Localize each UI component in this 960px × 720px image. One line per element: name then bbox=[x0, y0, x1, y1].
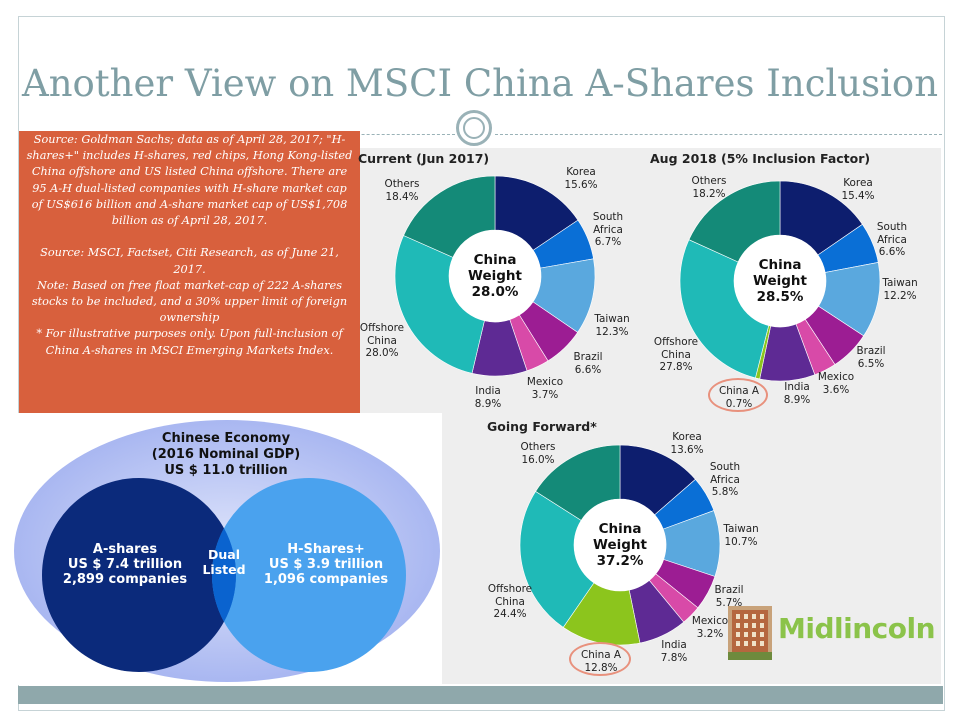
label-aug-india: India 8.9% bbox=[783, 381, 811, 406]
venn-title-3: US $ 11.0 trillion bbox=[164, 463, 287, 478]
note-spacer bbox=[25, 229, 354, 245]
logo-text: Midlincoln bbox=[778, 612, 936, 645]
h-shares-line-3: 1,096 companies bbox=[264, 572, 388, 587]
chart-title-current: Current (Jun 2017) bbox=[358, 151, 490, 166]
label-aug-south-africa: South Africa 6.6% bbox=[876, 221, 908, 258]
label-current-taiwan: Taiwan 12.3% bbox=[594, 313, 630, 338]
label-fwd-others: Others 16.0% bbox=[520, 441, 556, 466]
label-aug-brazil: Brazil 6.5% bbox=[856, 345, 886, 370]
title-rule-right bbox=[495, 134, 942, 135]
slice-others bbox=[403, 175, 496, 258]
venn-diagram: Chinese Economy (2016 Nominal GDP) US $ … bbox=[12, 413, 442, 685]
a-shares-circle bbox=[42, 478, 236, 672]
label-current-korea: Korea 15.6% bbox=[564, 166, 598, 191]
center-label-0: China bbox=[474, 252, 517, 268]
slice-offshore-china bbox=[679, 239, 770, 379]
slide-title: Another View on MSCI China A-Shares Incl… bbox=[21, 62, 939, 105]
center-label-0: China bbox=[599, 521, 642, 537]
donut-hole bbox=[574, 499, 666, 591]
a-shares-line-3: 2,899 companies bbox=[63, 572, 187, 587]
midlincoln-logo: Midlincoln bbox=[728, 606, 942, 660]
label-fwd-korea: Korea 13.6% bbox=[670, 431, 704, 456]
venn-title-1: Chinese Economy bbox=[162, 431, 291, 446]
note-goldman: Source: Goldman Sachs; data as of April … bbox=[26, 133, 353, 228]
label-aug-taiwan: Taiwan 12.2% bbox=[882, 277, 918, 302]
label-aug-mexico: Mexico 3.6% bbox=[817, 371, 855, 396]
label-aug-others: Others 18.2% bbox=[691, 175, 727, 200]
label-current-offshore: Offshore China 28.0% bbox=[359, 322, 405, 359]
h-shares-line-2: US $ 3.9 trillion bbox=[269, 557, 383, 572]
china-a-highlight-aug bbox=[708, 378, 768, 412]
note-free-float: Note: Based on free float market-cap of … bbox=[31, 278, 348, 325]
china-a-highlight-forward bbox=[569, 642, 631, 676]
dual-listed-line-2: Listed bbox=[202, 562, 245, 577]
building-icon bbox=[728, 606, 772, 660]
label-aug-offshore: Offshore China 27.8% bbox=[653, 336, 699, 373]
ring-ornament-icon bbox=[456, 110, 492, 146]
source-notes: Source: Goldman Sachs; data as of April … bbox=[19, 131, 360, 413]
a-shares-line-2: US $ 7.4 trillion bbox=[68, 557, 182, 572]
bottom-bar bbox=[18, 686, 943, 704]
note-illustrative: * For illustrative purposes only. Upon f… bbox=[36, 327, 343, 357]
label-aug-korea: Korea 15.4% bbox=[841, 177, 875, 202]
label-current-others: Others 18.4% bbox=[384, 178, 420, 203]
donut-hole bbox=[734, 235, 826, 327]
dual-listed-line-1: Dual bbox=[208, 547, 240, 562]
center-label-1: Weight bbox=[593, 537, 647, 553]
center-label-0: China bbox=[759, 257, 802, 273]
label-fwd-mexico: Mexico 3.2% bbox=[691, 615, 729, 640]
center-label-2: 28.5% bbox=[757, 289, 804, 305]
label-current-mexico: Mexico 3.7% bbox=[526, 376, 564, 401]
slide-frame bbox=[18, 16, 945, 711]
venn-svg: Chinese Economy (2016 Nominal GDP) US $ … bbox=[14, 420, 440, 682]
h-shares-line-1: H-Shares+ bbox=[287, 542, 365, 557]
label-current-india: India 8.9% bbox=[474, 385, 502, 410]
donut-hole bbox=[449, 230, 541, 322]
label-current-south-africa: South Africa 6.7% bbox=[592, 211, 624, 248]
label-fwd-brazil: Brazil 5.7% bbox=[714, 584, 744, 609]
label-current-brazil: Brazil 6.6% bbox=[573, 351, 603, 376]
label-fwd-south-africa: South Africa 5.8% bbox=[709, 461, 741, 498]
chart-title-going-forward: Going Forward* bbox=[487, 419, 597, 434]
chart-title-aug-2018: Aug 2018 (5% Inclusion Factor) bbox=[650, 151, 871, 166]
h-shares-circle bbox=[212, 478, 406, 672]
dual-listed-lens bbox=[211, 528, 236, 622]
center-label-2: 37.2% bbox=[597, 553, 644, 569]
center-label-2: 28.0% bbox=[472, 284, 519, 300]
venn-title-2: (2016 Nominal GDP) bbox=[152, 447, 300, 462]
a-shares-line-1: A-shares bbox=[93, 542, 157, 557]
label-fwd-india: India 7.8% bbox=[660, 639, 688, 664]
center-label-1: Weight bbox=[753, 273, 807, 289]
label-fwd-offshore: Offshore China 24.4% bbox=[487, 583, 533, 620]
slice-others bbox=[688, 180, 781, 263]
label-fwd-taiwan: Taiwan 10.7% bbox=[723, 523, 759, 548]
center-label-1: Weight bbox=[468, 268, 522, 284]
note-msci: Source: MSCI, Factset, Citi Research, as… bbox=[40, 246, 339, 276]
